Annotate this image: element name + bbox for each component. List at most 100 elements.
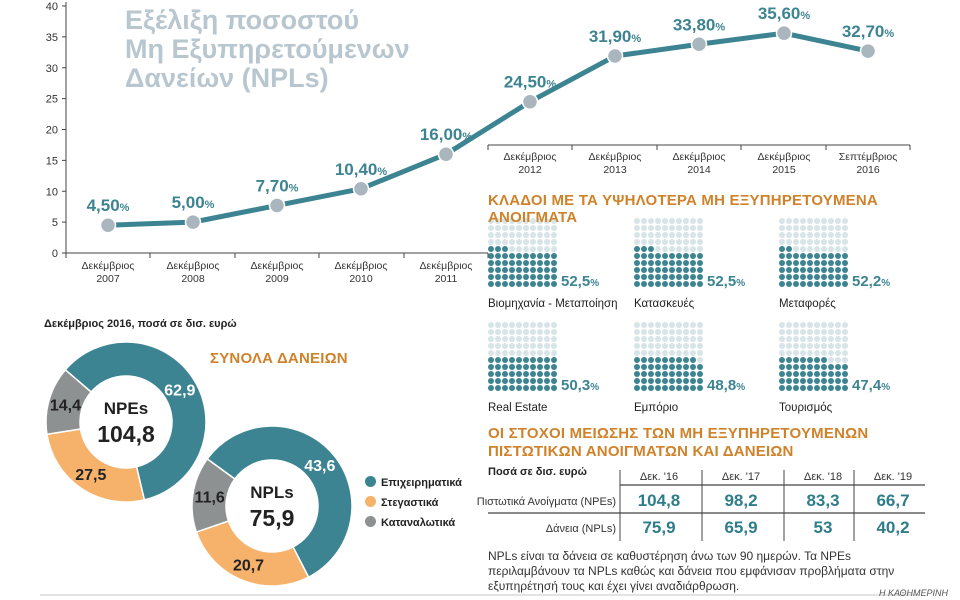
sector-4-dot-57 [683,350,689,356]
sector-0-dot-19 [551,274,557,280]
sector-2-dot-40 [779,253,785,259]
sector-0-dot-76 [530,232,536,238]
x-label-4: Δεκέμβριος [420,260,473,272]
sector-3-dot-71 [495,336,501,342]
sector-4-label: Εμπόριο [634,402,678,414]
sector-5-dot-80 [779,329,785,335]
sector-0-dot-12 [502,274,508,280]
y-tick-label-1: 5 [52,217,58,229]
sector-0-dot-95 [523,218,529,224]
sector-5-dot-59 [842,350,848,356]
sector-3-dot-79 [551,336,557,342]
sector-0-dot-89 [551,225,557,231]
sector-1-dot-91 [641,218,647,224]
sector-4-dot-7 [683,385,689,391]
sector-0-dot-8 [544,281,550,287]
sector-0-dot-66 [530,239,536,245]
npe-donut-center-title: NPEs [104,399,148,418]
sector-0-dot-37 [537,260,543,266]
sector-1-dot-95 [669,218,675,224]
sector-2-dot-18 [835,274,841,280]
point-label-0: 4,50% [87,196,130,215]
sector-3-dot-9 [551,385,557,391]
footer-rule [40,594,920,596]
npl-donut-slice-1 [195,520,310,587]
x-label-year-8: 2015 [772,164,796,176]
sector-1-dot-90 [634,218,640,224]
sector-2-dot-38 [835,260,841,266]
sector-2-dot-60 [779,239,785,245]
sector-3-dot-54 [516,350,522,356]
sector-5-dot-26 [821,371,827,377]
sector-0-dot-18 [544,274,550,280]
sector-1-dot-66 [676,239,682,245]
sector-3-dot-72 [502,336,508,342]
sector-4-dot-61 [641,343,647,349]
sector-5-dot-85 [814,329,820,335]
col-head-2019: Δεκ. '19 [873,471,913,483]
sector-4-dot-63 [655,343,661,349]
sector-3-dot-32 [502,364,508,370]
sector-2-dot-19 [842,274,848,280]
sector-1-dot-98 [690,218,696,224]
sector-5-dot-3 [800,385,806,391]
sector-3-dot-34 [516,364,522,370]
sector-0-dot-48 [544,253,550,259]
point-2 [268,197,286,214]
sector-5-dot-90 [779,322,785,328]
sector-3-dot-96 [530,322,536,328]
x-label-7: Δεκέμβριος [673,151,726,163]
sector-3-dot-95 [523,322,529,328]
point-label-8: 35,60% [758,4,811,23]
sector-2-dot-47 [828,253,834,259]
sector-4-dot-47 [683,357,689,363]
sector-2-dot-63 [800,239,806,245]
sector-3-dot-94 [516,322,522,328]
x-label-1: Δεκέμβριος [167,260,220,272]
sector-5-dot-35 [814,364,820,370]
sector-0-dot-15 [523,274,529,280]
sector-1-dot-17 [683,274,689,280]
sector-5-dot-22 [793,371,799,377]
sector-1-dot-67 [683,239,689,245]
point-label-4: 16,00% [420,125,473,144]
npl-donut-slice-label-0: 43,6 [304,458,335,475]
sector-1-dot-1 [641,281,647,287]
sector-3-dot-87 [537,329,543,335]
sector-4-dot-92 [648,322,654,328]
sector-1-dot-34 [662,260,668,266]
sector-5-dot-81 [786,329,792,335]
sector-4-dot-83 [655,329,661,335]
sector-5-dot-15 [814,378,820,384]
sector-4-dot-96 [676,322,682,328]
legend-business: Επιχειρηματικά [365,476,462,489]
sector-2-dot-17 [828,274,834,280]
sector-1-dot-4 [662,281,668,287]
sector-3-dot-74 [516,336,522,342]
sector-3-dot-83 [509,329,515,335]
sector-2-dot-12 [793,274,799,280]
npe-2018: 83,3 [806,491,840,510]
sector-4-dot-67 [683,343,689,349]
sector-0-dot-43 [509,253,515,259]
sector-5-dot-91 [786,322,792,328]
sector-2-dot-10 [779,274,785,280]
sector-3-dot-28 [544,371,550,377]
sector-0-dot-62 [502,239,508,245]
sector-0-dot-83 [509,225,515,231]
sector-5-dot-93 [800,322,806,328]
sector-2-dot-48 [835,253,841,259]
sector-2-dot-70 [779,232,785,238]
sector-5-dot-51 [786,350,792,356]
sector-0-dot-26 [530,267,536,273]
sector-3-dot-36 [530,364,536,370]
sector-1-dot-86 [676,225,682,231]
sector-0-dot-38 [544,260,550,266]
sector-4-dot-76 [676,336,682,342]
sector-3-dot-75 [523,336,529,342]
sector-4-dot-10 [634,378,640,384]
sector-1-dot-54 [662,246,668,252]
sector-1-dot-24 [662,267,668,273]
sector-5-dot-96 [821,322,827,328]
sector-3-dot-84 [516,329,522,335]
